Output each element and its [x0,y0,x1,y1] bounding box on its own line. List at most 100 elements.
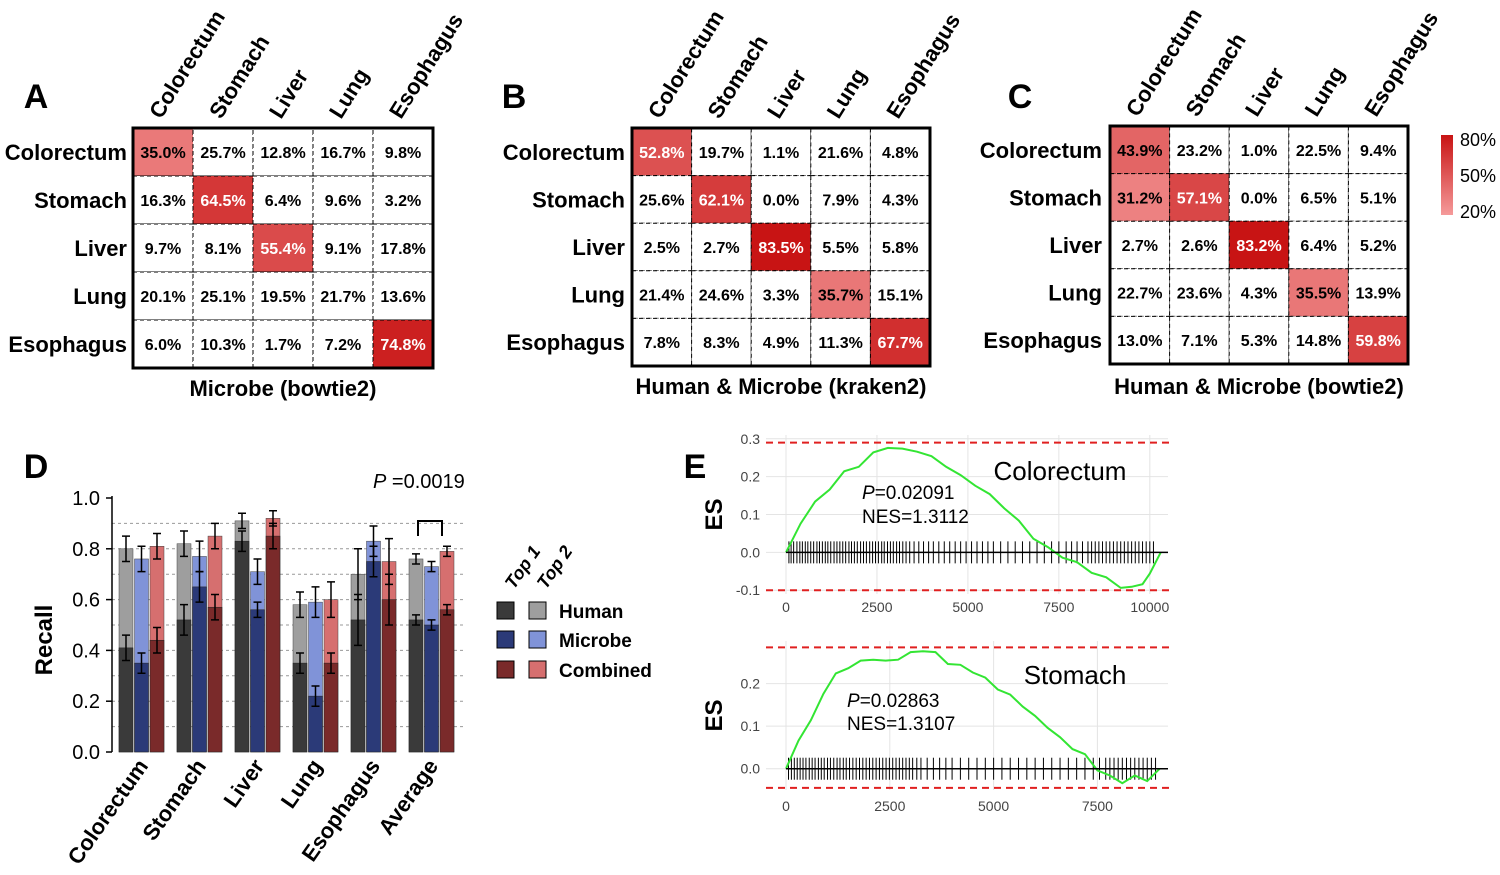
gsea-plot-stomach: 0.0 0.1 0.2 0 2500 5000 7500 ES Stomach P=0.0… [701,641,1170,814]
heatmap-cell [312,223,374,273]
error-bar [180,603,188,636]
x-tick-label: 0 [782,798,790,814]
heatmap-cell-label: 9.7% [145,241,181,258]
heatmap-cell-label: 13.6% [380,289,425,306]
heatmap-cell-label: 52.8% [639,145,684,162]
legend-swatch-human-top2 [528,601,547,620]
x-tick-label: Colorectum [62,755,153,869]
heatmap-cell [1228,173,1290,222]
heatmap-title: Human & Microbe (bowtie2) [1114,374,1404,399]
heatmap-cell-label: 9.6% [325,193,361,210]
error-bar [137,545,146,573]
heatmap-cell [869,270,931,319]
heatmap-cell [192,175,254,225]
heatmap-cell-label: 9.1% [325,241,361,258]
heatmap-cell [1109,220,1171,270]
heatmap-cell [1109,173,1171,222]
heatmap-cell [372,319,434,369]
heatmap-cell [631,270,693,319]
heatmap-cell-label: 11.3% [818,335,862,352]
heatmap-cell [372,175,434,225]
heatmap-cell-label: 83.5% [758,240,803,257]
x-tick-label: Liver [218,754,269,812]
panel-label-c: C [1008,78,1033,116]
heatmap-cell-label: 7.1% [1181,333,1217,350]
heatmap-cell-label: 43.9% [1117,143,1162,160]
heatmap-cell [810,317,871,367]
y-axis-label: Recall [31,605,58,676]
heatmap-cell-label: 6.4% [265,193,301,210]
heatmap-col-label: Esophagus [1359,7,1443,121]
heatmap-cell [1288,220,1349,270]
heatmap-col-label: Lung [324,64,374,123]
heatmap-panel-b: 52.8% 19.7% 1.1% 21.6% 4.8% 25.6% 62.1% 0.0% 7.9… [503,6,966,399]
heatmap-cell-label: 19.7% [699,145,744,162]
enrichment-curve [785,650,1161,785]
heatmap-cell-label: 5.1% [1360,190,1396,207]
heatmap-cell-label: 23.2% [1177,143,1222,160]
heatmap-cell [1169,173,1230,222]
bar-top1 [408,619,424,753]
heatmap-row-label: Esophagus [983,328,1102,353]
heatmap-cell-label: 6.5% [1300,190,1336,207]
heatmap-cell-label: 1.7% [265,337,301,354]
error-bar [412,553,420,565]
error-bar [238,512,246,530]
heatmap-cell [252,127,314,177]
bar-top1 [192,586,207,753]
y-tick-label: 0.2 [72,691,100,713]
heatmap-cell [869,317,931,367]
heatmap-cell-label: 62.1% [699,192,744,209]
heatmap-cell [1228,125,1290,175]
heatmap-cell-label: 10.3% [200,337,245,354]
heatmap-cell [631,175,693,224]
heatmap-cell-label: 64.5% [200,193,245,210]
error-bar [195,570,204,603]
error-bar [211,522,219,550]
error-bar [122,535,130,563]
error-bar [311,586,320,619]
heatmap-cell-label: 16.7% [320,145,365,162]
y-tick-label: 0.6 [72,590,100,612]
heatmap-col-label: Lung [822,64,872,123]
gsea-plot-colorectum: -0.1 0.0 0.1 0.2 0.3 0 2500 5000 7500 10000 ES C… [701,431,1170,615]
y-tick-label: 0.2 [741,469,761,485]
p-value-annotation: P =0.0019 [373,471,465,493]
x-tick-label: 5000 [952,599,983,615]
heatmap-cell-label: 15.1% [878,288,923,305]
bar-top1 [265,535,281,753]
heatmap-col-label: Lung [1300,62,1350,121]
heatmap-row-label: Lung [1048,281,1102,306]
heatmap-row-label: Lung [571,283,625,308]
heatmap-frame [131,126,435,370]
gsea-p-value: P=0.02863 [847,691,939,712]
y-tick-label: 0.8 [72,539,100,561]
heatmap-cell [1347,173,1409,222]
heatmap-col-label: Liver [1240,62,1289,120]
p-symbol: P [862,483,875,504]
heatmap-cell [1228,220,1290,270]
heatmap-cell-label: 22.7% [1117,286,1162,303]
error-bar [311,685,320,708]
heatmap-title: Microbe (bowtie2) [189,376,376,401]
heatmap-cell-label: 16.3% [140,193,185,210]
heatmap-cell [372,223,434,273]
heatmap-row-label: Esophagus [506,330,625,355]
legend-label-combined: Combined [559,661,652,682]
x-tick-label: 5000 [978,798,1009,814]
y-tick-label: 0.2 [741,676,761,692]
error-bar [412,614,420,626]
heatmap-cell-label: 7.2% [325,337,361,354]
heatmap-cell-label: 57.1% [1177,190,1222,207]
heatmap-cell [1169,125,1230,175]
legend-swatch-microbe-top2 [528,630,547,649]
error-bar [327,652,335,675]
heatmap-cell [631,317,693,367]
bar-top1 [250,609,265,753]
error-bar [385,573,393,626]
error-bar [253,601,262,619]
heatmap-frame [630,126,932,368]
bar-top1 [118,647,134,753]
heatmap-cell [750,270,812,319]
bar-top1 [149,639,165,753]
